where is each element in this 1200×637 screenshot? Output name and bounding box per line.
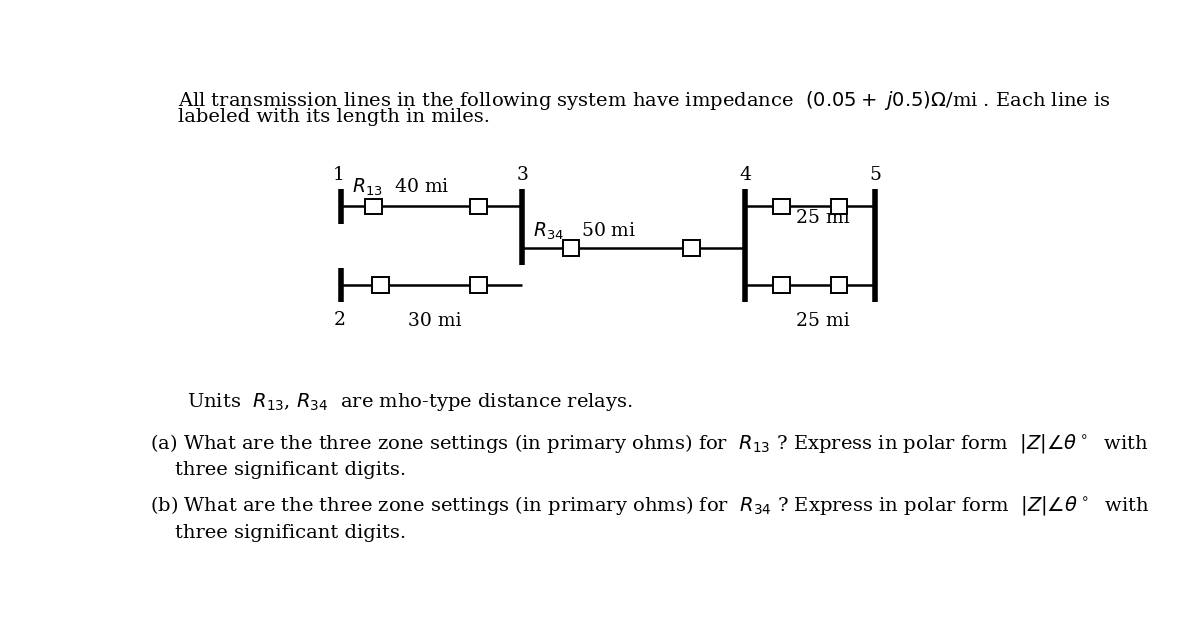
Bar bbox=[365, 199, 382, 214]
Text: 4: 4 bbox=[739, 166, 751, 184]
Text: 25 mi: 25 mi bbox=[797, 209, 850, 227]
Bar bbox=[683, 240, 700, 256]
Text: 3: 3 bbox=[516, 166, 528, 184]
Bar bbox=[830, 277, 847, 293]
Bar bbox=[830, 199, 847, 214]
Text: three significant digits.: three significant digits. bbox=[150, 461, 406, 480]
Text: 1: 1 bbox=[334, 166, 346, 184]
Text: 25 mi: 25 mi bbox=[797, 312, 850, 330]
Text: Units  $R_{13}$, $R_{34}$  are mho-type distance relays.: Units $R_{13}$, $R_{34}$ are mho-type di… bbox=[187, 391, 634, 413]
Bar bbox=[563, 240, 580, 256]
Bar bbox=[372, 277, 389, 293]
Text: (b) What are the three zone settings (in primary ohms) for  $R_{34}$ ? Express i: (b) What are the three zone settings (in… bbox=[150, 494, 1150, 517]
Text: 2: 2 bbox=[334, 311, 346, 329]
Text: 5: 5 bbox=[870, 166, 882, 184]
Text: three significant digits.: three significant digits. bbox=[150, 524, 406, 541]
Text: 30 mi: 30 mi bbox=[408, 312, 462, 330]
Bar bbox=[470, 199, 487, 214]
Text: $R_{34}$   50 mi: $R_{34}$ 50 mi bbox=[533, 221, 636, 242]
Bar bbox=[773, 277, 790, 293]
Bar bbox=[773, 199, 790, 214]
Text: labeled with its length in miles.: labeled with its length in miles. bbox=[178, 108, 490, 126]
Text: $R_{13}$  40 mi: $R_{13}$ 40 mi bbox=[352, 176, 449, 197]
Text: (a) What are the three zone settings (in primary ohms) for  $R_{13}$ ? Express i: (a) What are the three zone settings (in… bbox=[150, 432, 1148, 455]
Bar bbox=[470, 277, 487, 293]
Text: All transmission lines in the following system have impedance  $(0.05+\ j0.5)\Om: All transmission lines in the following … bbox=[178, 89, 1111, 111]
